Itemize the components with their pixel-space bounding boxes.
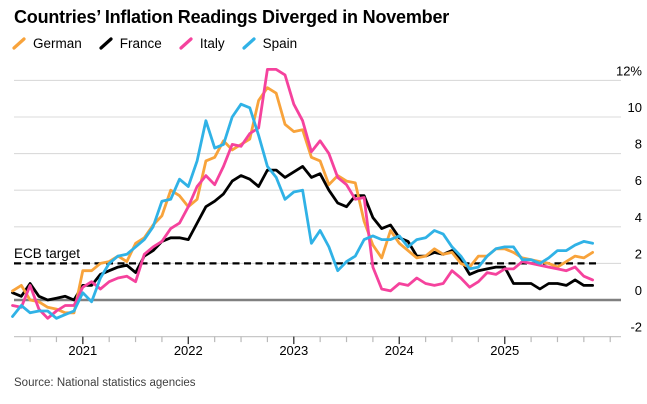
x-axis-label: 2023 [279,343,308,358]
ecb-target-label: ECB target [14,246,80,261]
chart-title: Countries’ Inflation Readings Diverged i… [14,7,450,27]
series-line-spain [11,102,594,320]
y-axis-label: -2 [630,320,642,335]
series-line-france [11,164,594,302]
y-axis-label: 6 [635,173,642,188]
legend-item-german[interactable]: German [12,36,82,51]
legend-slash-icon [99,37,113,50]
y-axis-label: 2 [635,246,642,261]
y-axis-label: 4 [635,210,642,225]
y-axis-label: 12% [616,63,642,78]
legend-label: Italy [199,36,225,51]
legend-label: France [119,36,162,51]
series-line-italy [11,68,594,320]
source-note: Source: National statistics agencies [14,377,196,389]
x-axis-label: 2022 [174,343,203,358]
legend-label: German [33,36,82,51]
y-axis-label: 8 [635,137,642,152]
y-axis-label: 10 [628,100,642,115]
y-axis-label: 0 [635,283,642,298]
x-axis-label: 2021 [68,343,97,358]
legend: German France Italy Spain [12,36,297,51]
legend-item-spain[interactable]: Spain [241,36,298,51]
x-axis-label: 2025 [490,343,519,358]
legend-slash-icon [179,37,193,50]
legend-slash-icon [12,37,26,50]
legend-label: Spain [262,36,298,51]
legend-item-italy[interactable]: Italy [179,36,225,51]
legend-item-france[interactable]: France [99,36,162,51]
legend-slash-icon [241,37,256,50]
x-axis-label: 2024 [385,343,414,358]
